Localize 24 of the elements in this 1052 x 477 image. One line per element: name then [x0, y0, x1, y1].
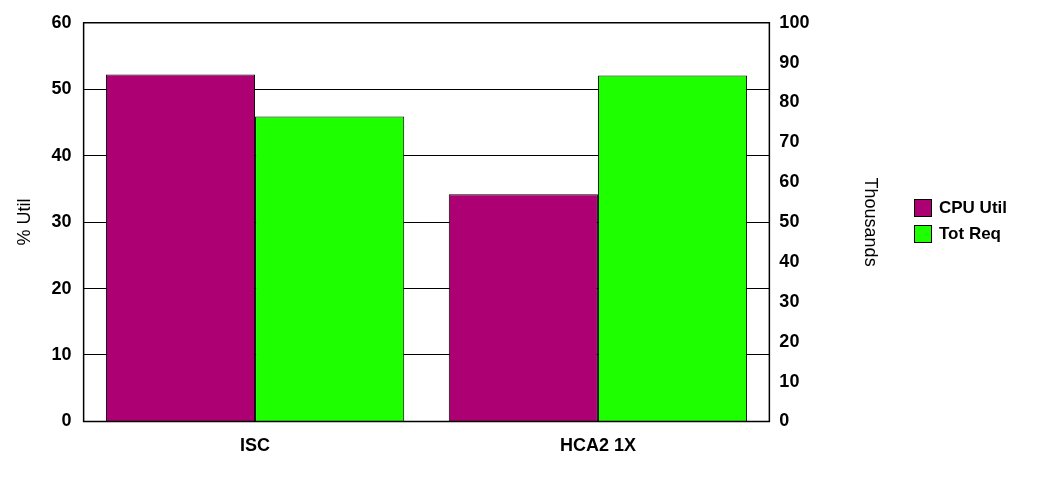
y2-tick-label: 60: [779, 171, 800, 192]
legend-label: Tot Req: [939, 224, 1002, 244]
y-tick-label: 50: [51, 78, 72, 99]
y-tick-label: 0: [61, 410, 72, 431]
y2-tick-label: 90: [779, 51, 800, 72]
y2-tick-label: 80: [779, 91, 800, 112]
y2-axis-title: Thousands: [861, 177, 882, 267]
y2-tick-label: 20: [779, 330, 800, 351]
y2-tick-label: 50: [779, 211, 800, 232]
x-tick-label: HCA2 1X: [559, 435, 636, 456]
y-tick-label: 40: [51, 144, 72, 165]
x-tick-label: ISC: [240, 435, 271, 456]
y-tick-label: 20: [51, 277, 72, 298]
y2-tick-label: 10: [779, 370, 800, 391]
y-tick-label: 60: [51, 11, 72, 32]
y-tick-label: 30: [51, 211, 72, 232]
y2-tick-label: 100: [779, 11, 810, 32]
y-tick-label: 10: [51, 343, 72, 364]
y2-tick-label: 0: [779, 410, 790, 431]
y2-tick-label: 30: [779, 290, 800, 311]
y2-tick-label: 40: [779, 250, 800, 271]
y2-tick-label: 70: [779, 131, 800, 152]
legend-label: CPU Util: [939, 198, 1007, 218]
y-axis-title: % Util: [13, 198, 34, 246]
